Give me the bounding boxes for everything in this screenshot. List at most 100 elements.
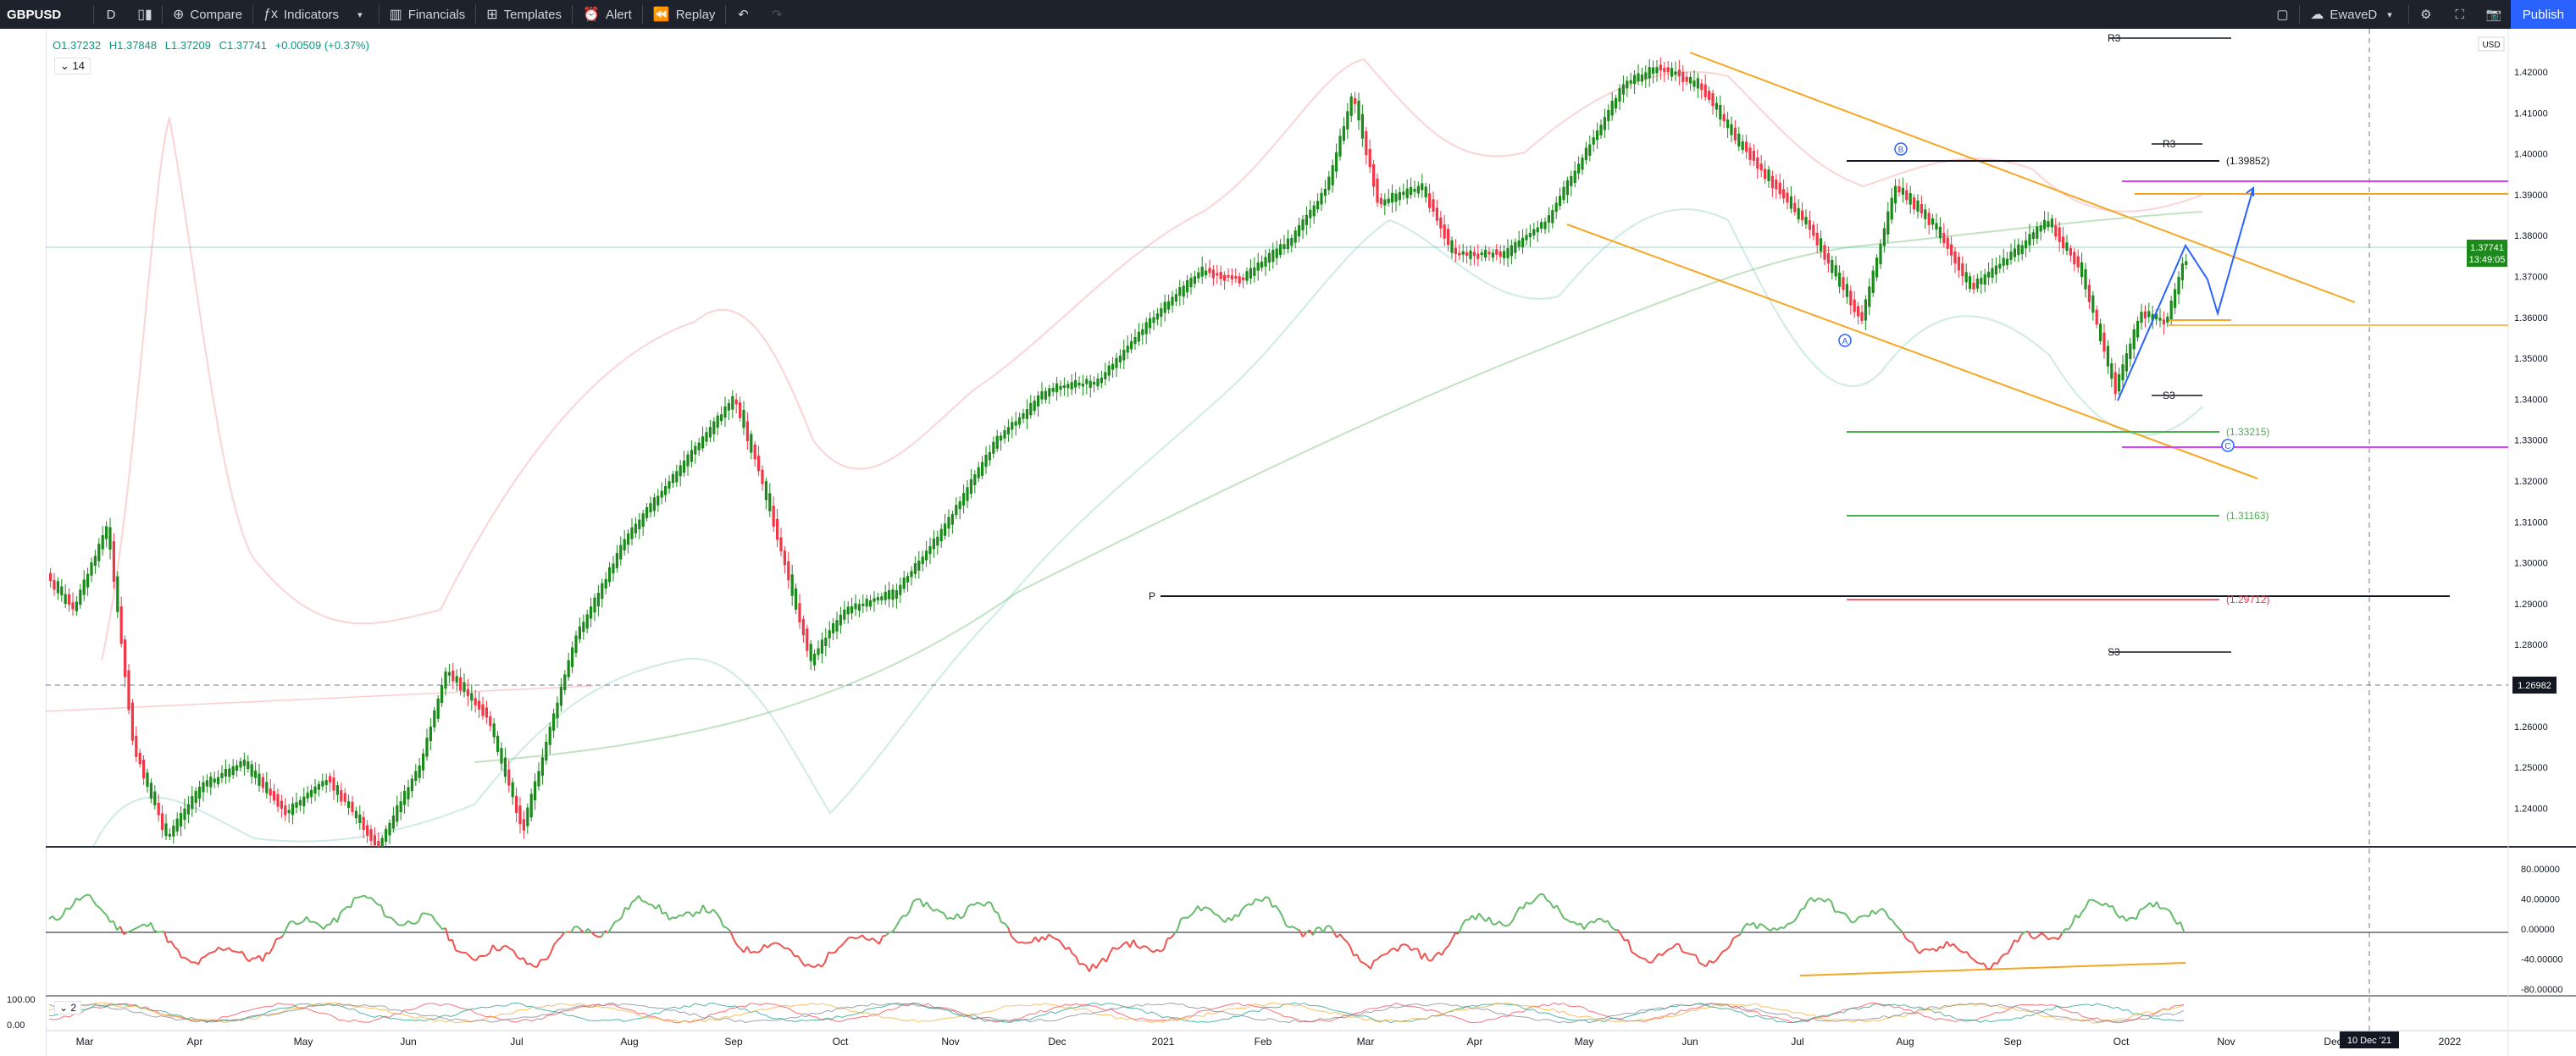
candle-body [1845, 284, 1848, 297]
chart-style-button[interactable]: ▯▮ [128, 0, 162, 29]
lower-indicator-segment [2041, 1015, 2047, 1018]
osc-segment [536, 959, 541, 968]
lower-indicator-segment [1817, 1015, 1824, 1018]
settings-button[interactable]: ⚙ [2409, 0, 2443, 29]
wave-b-marker[interactable] [1894, 142, 1908, 156]
currency-button[interactable] [2478, 36, 2505, 52]
candle-body [2080, 262, 2084, 278]
lower-indicator-segment [1192, 1015, 1199, 1017]
candle-body [1655, 67, 1659, 74]
lower-indicator-segment [2112, 1018, 2119, 1021]
osc-segment [1563, 917, 1568, 921]
osc-trendline[interactable] [1799, 962, 2186, 976]
osc-segment [2078, 911, 2083, 919]
candle-body [1003, 430, 1006, 439]
price-axis[interactable]: 1.420001.410001.400001.390001.380001.370… [7, 68, 2563, 1031]
lower-indicator-segment [1085, 1008, 1092, 1012]
candle-body [522, 819, 525, 831]
osc-segment [2139, 907, 2144, 911]
fullscreen-button[interactable]: ⛶ [2443, 0, 2477, 29]
symbol-search[interactable]: GBPUSD [7, 7, 62, 22]
candle-body [906, 576, 910, 583]
lower-indicator-segment [1146, 1011, 1153, 1015]
lower-indicator-segment [2005, 1006, 2012, 1008]
lower-indicator-segment [1385, 1006, 1392, 1010]
osc-segment [1851, 921, 1856, 924]
channel-lower-line[interactable] [1566, 224, 2258, 479]
lower-indicator-toggle[interactable]: ⌄ 2 [54, 1001, 82, 1015]
alert-button[interactable]: ⏰ Alert [573, 0, 642, 29]
lower-indicator-segment [1217, 1005, 1224, 1009]
candle-body [101, 535, 104, 550]
indicator-legend-toggle[interactable]: ⌄ 14 [54, 58, 91, 75]
candle-body [1689, 76, 1692, 84]
candle-body [1376, 178, 1379, 203]
lower-indicator-segment [1019, 1015, 1026, 1020]
price-tick-label: 1.29000 [2514, 600, 2548, 610]
lower-indicator-segment [445, 1018, 451, 1021]
lower-indicator-segment [399, 1009, 406, 1015]
layout-select-button[interactable]: ▢ [2265, 0, 2299, 29]
osc-segment [1109, 947, 1114, 954]
osc-segment [302, 915, 307, 922]
lower-indicator-segment [1588, 1020, 1595, 1024]
lower-indicator-segment [1741, 1005, 1748, 1011]
lower-indicator-segment [765, 1003, 772, 1005]
lower-indicator-segment [1583, 1018, 1590, 1021]
lower-indicator-segment [394, 1009, 401, 1011]
candle-body [2125, 353, 2128, 372]
lower-indicator-segment [699, 1003, 706, 1007]
osc-segment [526, 962, 531, 965]
compare-button[interactable]: ⊕ Compare [163, 0, 252, 29]
candle-body [1957, 257, 1960, 271]
lower-indicator-segment [2152, 1010, 2159, 1015]
lower-indicator-segment [983, 1018, 990, 1020]
osc-segment [384, 915, 389, 919]
osc-segment [882, 934, 887, 937]
lower-indicator-segment [673, 1009, 680, 1014]
candle-body [112, 541, 115, 582]
snapshot-button[interactable]: 📷 [2477, 0, 2511, 29]
lower-indicator-segment [765, 1020, 772, 1021]
candle-body [2121, 364, 2125, 381]
lower-indicator-segment [94, 1003, 101, 1007]
undo-button[interactable]: ↶ [726, 0, 760, 29]
replay-button[interactable]: ⏪ Replay [643, 0, 726, 29]
candle-body [1782, 189, 1786, 199]
lower-indicator-segment [104, 1004, 111, 1009]
wave-projection-path[interactable] [2117, 187, 2254, 401]
osc-segment [1868, 909, 1873, 917]
lower-indicator-segment [750, 1003, 756, 1004]
osc-segment [780, 944, 785, 949]
osc-segment [2058, 933, 2063, 940]
wave-a-marker[interactable] [1838, 334, 1852, 347]
lower-indicator-segment [1761, 1010, 1768, 1014]
lower-indicator-segment [673, 1006, 680, 1009]
lower-indicator-segment [2041, 1003, 2047, 1006]
wave-c-marker[interactable] [2221, 439, 2235, 452]
lower-indicator-segment [892, 1007, 899, 1010]
candle-body [1133, 336, 1137, 345]
redo-button[interactable]: ↷ [760, 0, 794, 29]
osc-segment [1092, 963, 1097, 969]
interval-button[interactable]: D [106, 7, 116, 22]
osc-segment [1729, 937, 1734, 947]
candle-body [1439, 217, 1443, 229]
indicators-button[interactable]: ƒx Indicators ▾ [253, 0, 378, 29]
time-axis[interactable]: Mar Apr May Jun Jul Aug Sep Oct Nov Dec 2021 Feb Mar… [76, 1036, 2462, 1048]
channel-upper-line[interactable] [1689, 52, 2356, 303]
layout-name-button[interactable]: ☁ EwaveD ▾ [2300, 0, 2407, 29]
candle-body [1842, 277, 1845, 290]
financials-button[interactable]: ▥ Financials [379, 0, 476, 29]
templates-button[interactable]: ⊞ Templates [476, 0, 572, 29]
candle-body [683, 460, 686, 473]
osc-segment [438, 924, 443, 930]
candle-body [630, 527, 634, 539]
lower-indicator-segment [948, 1008, 955, 1011]
lower-indicator-segment [368, 1015, 375, 1018]
lower-indicator-segment [1929, 1016, 1936, 1020]
osc-segment [1434, 951, 1439, 957]
publish-button[interactable]: Publish [2510, 0, 2576, 29]
lower-indicator-segment [221, 1019, 228, 1022]
